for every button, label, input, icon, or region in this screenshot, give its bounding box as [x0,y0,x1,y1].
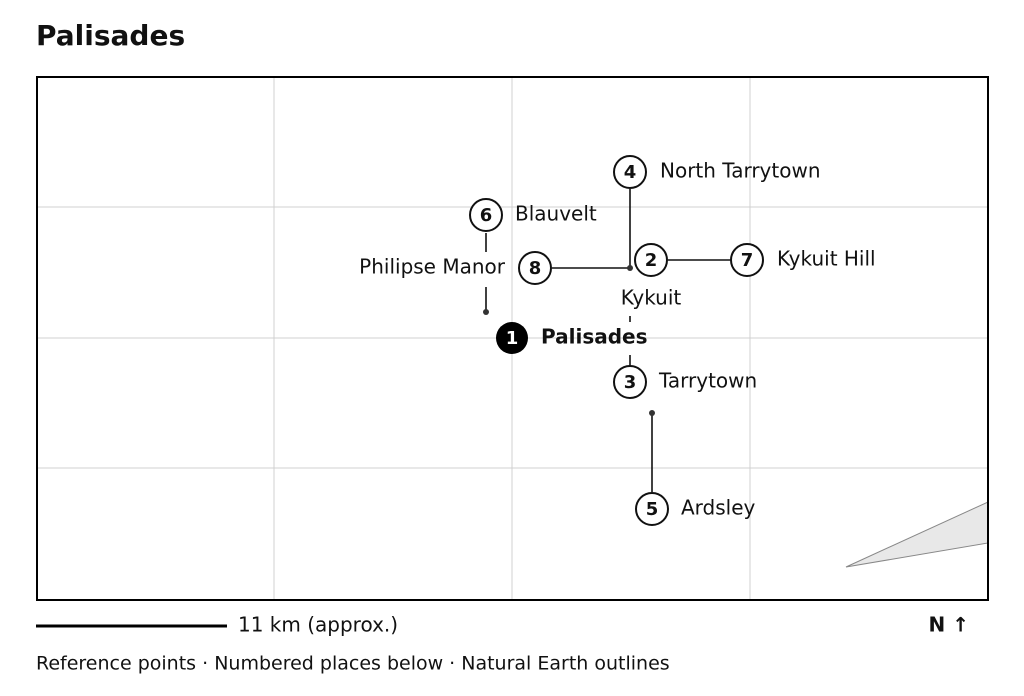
place-number: 7 [741,250,754,271]
place-label: Kykuit Hill [777,247,876,271]
title: Palisades [36,19,185,52]
place-marker [613,365,647,399]
point [627,265,633,271]
scale-label: 11 km (approx.) [238,613,398,637]
place-label: North Tarrytown [660,159,821,183]
place-label: Philipse Manor [359,255,506,279]
place-marker [518,251,552,285]
place-marker [730,243,764,277]
place-marker [469,198,503,232]
place-number: 3 [624,372,637,393]
place-label: Tarrytown [658,369,757,393]
place-number: 5 [646,499,659,520]
place-number: 4 [624,162,637,183]
place-number: 8 [529,258,542,279]
footer: Reference points · Numbered places below… [36,653,670,675]
map-border [36,76,989,601]
place-number: 1 [506,328,519,349]
place-label: Palisades [541,325,648,349]
place-label: Kykuit [621,286,682,310]
place-number: 2 [645,250,658,271]
place-marker [613,155,647,189]
point [483,309,489,315]
place-marker [634,243,668,277]
place-marker [635,492,669,526]
place-label: Ardsley [681,496,756,520]
point [649,410,655,416]
north-arrow: N ↑ [929,613,969,637]
land-outline [845,501,989,568]
map-frame: 1 Palisades 2 Kykuit 3 Tarrytown 4 North… [36,76,989,601]
place-number: 6 [480,205,493,226]
place-label: Blauvelt [515,202,597,226]
place-marker [496,322,528,354]
